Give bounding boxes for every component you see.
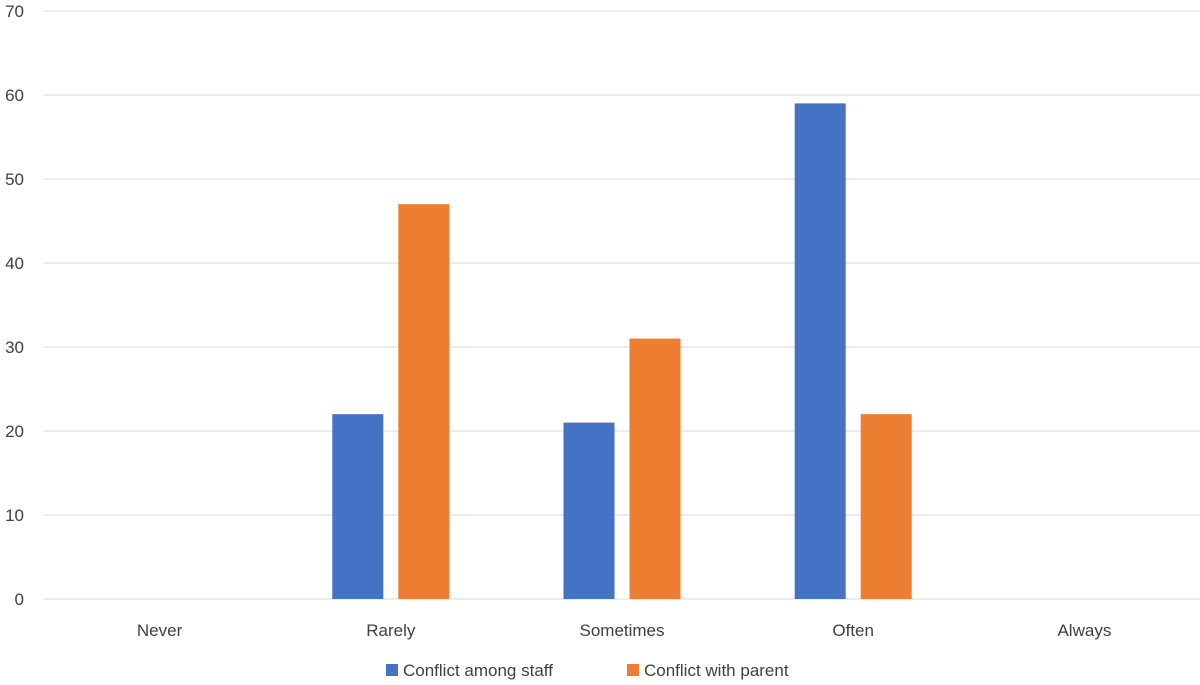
x-tick-label-often: Often xyxy=(832,621,874,640)
legend-swatch-conflict-among-staff xyxy=(386,664,398,676)
y-tick-label: 60 xyxy=(5,86,24,105)
bar-conflict-with-parent-rarely xyxy=(398,204,450,599)
bar-series xyxy=(332,103,912,600)
y-tick-label: 70 xyxy=(5,2,24,21)
y-axis-tick-labels: 0 10 20 30 40 50 60 70 xyxy=(5,2,24,609)
y-tick-label: 50 xyxy=(5,170,24,189)
bar-conflict-among-staff-rarely xyxy=(332,414,384,599)
x-tick-label-rarely: Rarely xyxy=(366,621,416,640)
legend-label-conflict-among-staff: Conflict among staff xyxy=(403,661,553,680)
bar-conflict-with-parent-sometimes xyxy=(629,338,681,599)
bar-conflict-with-parent-often xyxy=(860,414,912,599)
y-tick-label: 10 xyxy=(5,506,24,525)
bar-conflict-among-staff-often xyxy=(794,103,846,600)
x-tick-label-never: Never xyxy=(137,621,183,640)
bar-conflict-among-staff-sometimes xyxy=(563,422,615,599)
legend-label-conflict-with-parent: Conflict with parent xyxy=(644,661,789,680)
legend-swatch-conflict-with-parent xyxy=(627,664,639,676)
x-tick-label-always: Always xyxy=(1057,621,1111,640)
y-gridlines xyxy=(44,10,1200,600)
x-tick-label-sometimes: Sometimes xyxy=(579,621,664,640)
y-tick-label: 30 xyxy=(5,338,24,357)
y-tick-label: 0 xyxy=(15,590,24,609)
legend: Conflict among staff Conflict with paren… xyxy=(386,661,789,680)
x-axis-tick-labels: Never Rarely Sometimes Often Always xyxy=(137,621,1111,640)
y-tick-label: 40 xyxy=(5,254,24,273)
y-tick-label: 20 xyxy=(5,422,24,441)
